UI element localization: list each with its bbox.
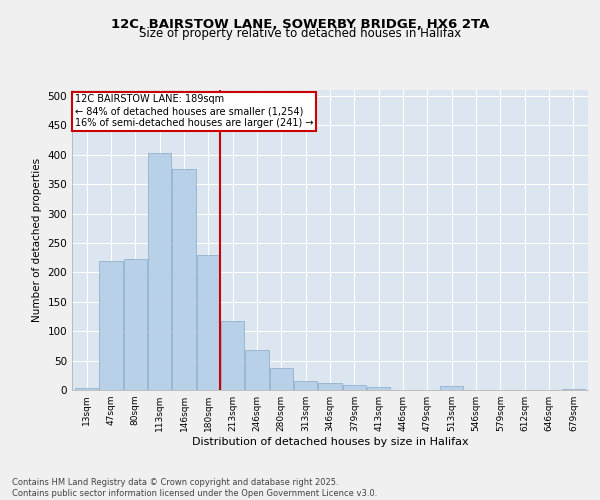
Text: 12C BAIRSTOW LANE: 189sqm
← 84% of detached houses are smaller (1,254)
16% of se: 12C BAIRSTOW LANE: 189sqm ← 84% of detac… bbox=[74, 94, 313, 128]
X-axis label: Distribution of detached houses by size in Halifax: Distribution of detached houses by size … bbox=[191, 437, 469, 447]
Bar bbox=[294, 381, 317, 390]
Bar bbox=[172, 170, 196, 390]
Bar bbox=[270, 368, 293, 390]
Bar bbox=[100, 260, 122, 390]
Text: Size of property relative to detached houses in Halifax: Size of property relative to detached ho… bbox=[139, 28, 461, 40]
Text: 12C, BAIRSTOW LANE, SOWERBY BRIDGE, HX6 2TA: 12C, BAIRSTOW LANE, SOWERBY BRIDGE, HX6 … bbox=[111, 18, 489, 30]
Text: Contains HM Land Registry data © Crown copyright and database right 2025.
Contai: Contains HM Land Registry data © Crown c… bbox=[12, 478, 377, 498]
Bar bbox=[221, 320, 244, 390]
Bar bbox=[367, 387, 390, 390]
Bar bbox=[124, 260, 147, 390]
Bar bbox=[319, 383, 341, 390]
Bar bbox=[440, 386, 463, 390]
Bar bbox=[343, 386, 366, 390]
Bar bbox=[562, 389, 585, 390]
Bar bbox=[75, 388, 98, 390]
Bar bbox=[197, 254, 220, 390]
Bar bbox=[148, 153, 171, 390]
Bar bbox=[245, 350, 269, 390]
Y-axis label: Number of detached properties: Number of detached properties bbox=[32, 158, 42, 322]
